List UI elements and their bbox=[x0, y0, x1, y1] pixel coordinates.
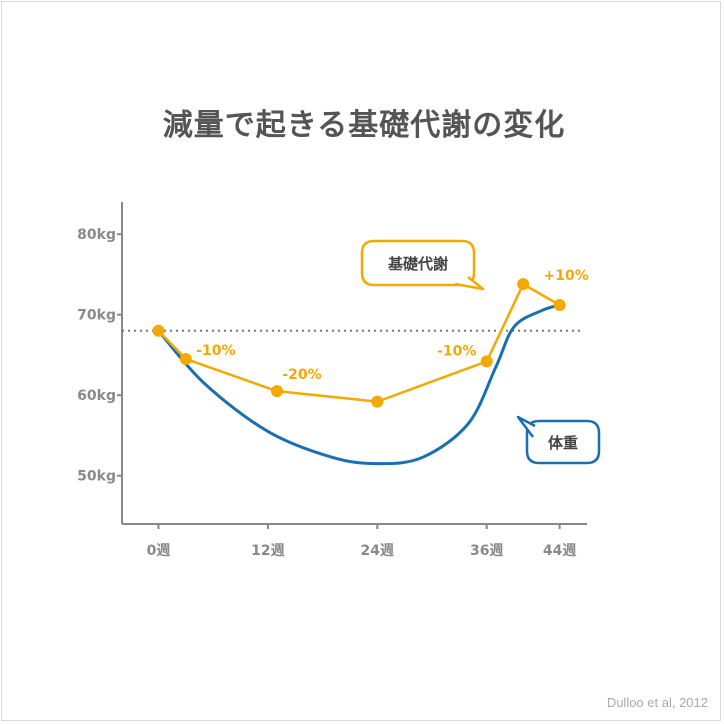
y-tick-label: 50kg bbox=[77, 469, 116, 485]
weight-callout-tail bbox=[516, 415, 536, 438]
metabolism-point bbox=[371, 395, 384, 408]
metabolism-point bbox=[152, 324, 165, 337]
metabolism-point bbox=[271, 385, 283, 398]
y-tick-label: 60kg bbox=[77, 388, 116, 404]
x-tick-label: 0週 bbox=[147, 543, 171, 559]
percent-change-label: -10% bbox=[437, 343, 476, 359]
y-tick-label: 80kg bbox=[77, 227, 116, 243]
percent-change-label: +10% bbox=[544, 268, 589, 284]
metabolism-point bbox=[517, 278, 530, 291]
x-tick-label: 24週 bbox=[361, 543, 394, 559]
metabolism-point bbox=[480, 355, 493, 368]
weight-series-line bbox=[156, 303, 562, 466]
metabolism-point bbox=[553, 299, 566, 312]
percent-change-label: -20% bbox=[282, 367, 321, 383]
y-tick-label: 70kg bbox=[77, 308, 116, 324]
chart-title: 減量で起きる基礎代謝の変化 bbox=[162, 108, 566, 143]
metabolism-callout-tail bbox=[454, 276, 485, 291]
metabolism-callout-text: 基礎代謝 bbox=[387, 255, 448, 273]
x-tick-label: 12週 bbox=[251, 543, 284, 559]
weight-callout-text: 体重 bbox=[548, 434, 578, 452]
metabolism-point bbox=[179, 352, 192, 365]
source-credit: Dulloo et al, 2012 bbox=[606, 695, 708, 710]
x-tick-label: 44週 bbox=[543, 543, 576, 559]
x-tick-label: 36週 bbox=[470, 543, 503, 559]
percent-change-label: -10% bbox=[196, 343, 235, 359]
